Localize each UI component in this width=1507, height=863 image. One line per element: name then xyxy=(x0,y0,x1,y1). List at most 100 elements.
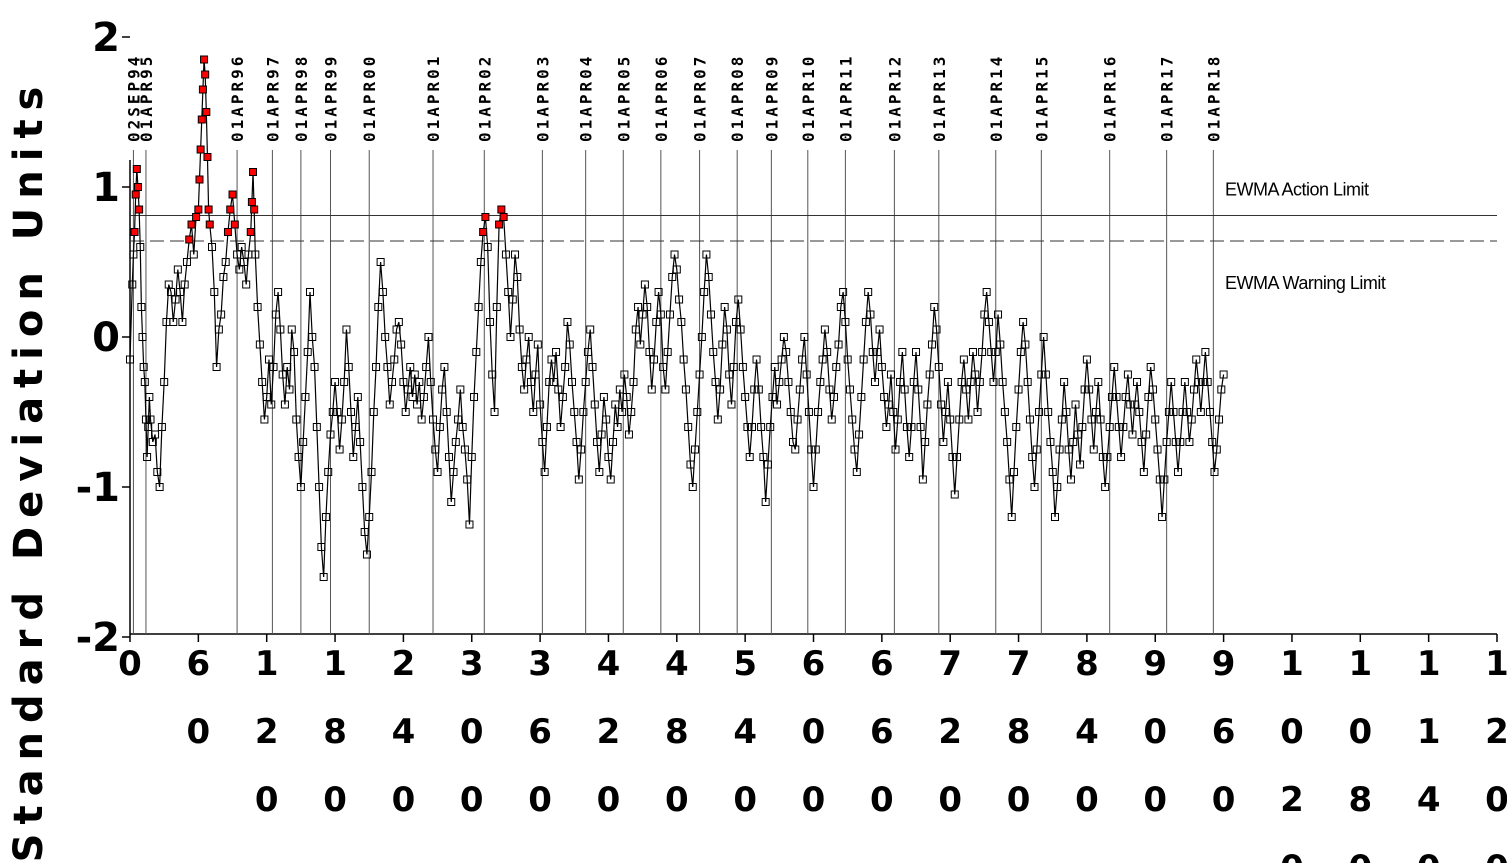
data-point xyxy=(1158,513,1167,521)
data-point xyxy=(964,415,973,424)
data-point xyxy=(795,385,804,394)
data-point xyxy=(1030,483,1039,491)
data-point xyxy=(554,385,563,394)
data-point xyxy=(349,453,358,461)
data-point xyxy=(777,355,786,364)
data-point xyxy=(397,340,406,349)
data-point xyxy=(145,393,154,401)
data-point xyxy=(638,310,647,319)
date-marker-label: 01APR12 xyxy=(885,54,904,142)
data-point xyxy=(176,288,185,296)
data-point xyxy=(214,325,223,334)
data-point xyxy=(661,385,670,394)
data-point xyxy=(315,483,324,491)
data-point xyxy=(383,363,392,371)
data-point xyxy=(987,348,996,356)
data-point xyxy=(1180,378,1189,386)
data-point xyxy=(880,393,889,401)
data-point xyxy=(597,430,606,439)
data-point xyxy=(520,385,529,394)
data-point xyxy=(173,265,182,274)
data-point xyxy=(517,363,526,371)
data-point xyxy=(752,355,761,364)
data-point xyxy=(492,303,501,311)
data-point xyxy=(953,453,962,461)
data-point xyxy=(155,483,164,491)
data-point xyxy=(249,168,258,176)
data-point xyxy=(292,415,301,424)
data-point xyxy=(556,423,565,431)
date-marker-label: 01APR09 xyxy=(762,54,781,142)
data-point xyxy=(602,415,611,424)
data-point xyxy=(747,423,756,431)
data-point xyxy=(1151,415,1160,424)
data-point xyxy=(1176,438,1185,446)
data-point xyxy=(258,378,267,386)
date-marker-label: 01APR16 xyxy=(1101,54,1120,142)
date-marker-label: 01APR00 xyxy=(360,54,379,142)
data-point xyxy=(369,408,378,416)
data-point xyxy=(709,348,718,356)
data-point xyxy=(852,468,861,476)
data-point xyxy=(1096,415,1105,424)
data-point xyxy=(294,453,303,461)
data-point xyxy=(438,385,447,394)
data-point xyxy=(978,348,987,356)
data-point xyxy=(415,378,424,386)
data-point xyxy=(131,190,140,199)
x-tick-label: 1080 xyxy=(1348,644,1372,863)
data-point xyxy=(791,445,800,454)
data-point xyxy=(925,370,934,379)
data-point xyxy=(429,415,438,424)
data-point xyxy=(285,385,294,394)
data-point xyxy=(444,453,453,461)
data-point xyxy=(647,385,656,394)
data-point xyxy=(957,378,966,386)
data-point xyxy=(825,385,834,394)
data-point xyxy=(1174,468,1183,476)
data-point xyxy=(763,460,772,469)
data-point xyxy=(1148,385,1157,394)
data-point xyxy=(511,250,520,259)
data-point xyxy=(276,325,285,334)
data-point xyxy=(422,363,431,371)
data-point xyxy=(570,408,579,416)
data-point xyxy=(713,415,722,424)
data-point xyxy=(1133,378,1142,386)
data-point xyxy=(720,303,729,311)
data-point xyxy=(319,573,328,581)
data-point xyxy=(217,310,226,319)
data-point xyxy=(804,408,813,416)
data-point xyxy=(718,340,727,349)
data-point xyxy=(196,145,205,154)
data-point xyxy=(200,55,209,64)
data-point xyxy=(250,205,259,214)
data-point xyxy=(129,250,138,259)
data-point xyxy=(991,348,1000,356)
data-point xyxy=(652,318,661,326)
date-marker-label: 01APR02 xyxy=(475,54,494,142)
data-point xyxy=(201,70,210,79)
data-point xyxy=(909,378,918,386)
data-point xyxy=(299,438,308,446)
data-point xyxy=(337,415,346,424)
data-point xyxy=(431,445,440,454)
data-point xyxy=(472,348,481,356)
data-point xyxy=(941,408,950,416)
data-point xyxy=(693,408,702,416)
data-point xyxy=(1057,415,1066,424)
data-point xyxy=(702,250,711,259)
data-point xyxy=(545,378,554,386)
data-point xyxy=(629,378,638,386)
data-point xyxy=(504,288,513,296)
data-point xyxy=(376,258,385,266)
data-point xyxy=(912,348,921,356)
data-point xyxy=(223,228,232,236)
data-point xyxy=(140,378,149,386)
data-point xyxy=(531,370,540,379)
